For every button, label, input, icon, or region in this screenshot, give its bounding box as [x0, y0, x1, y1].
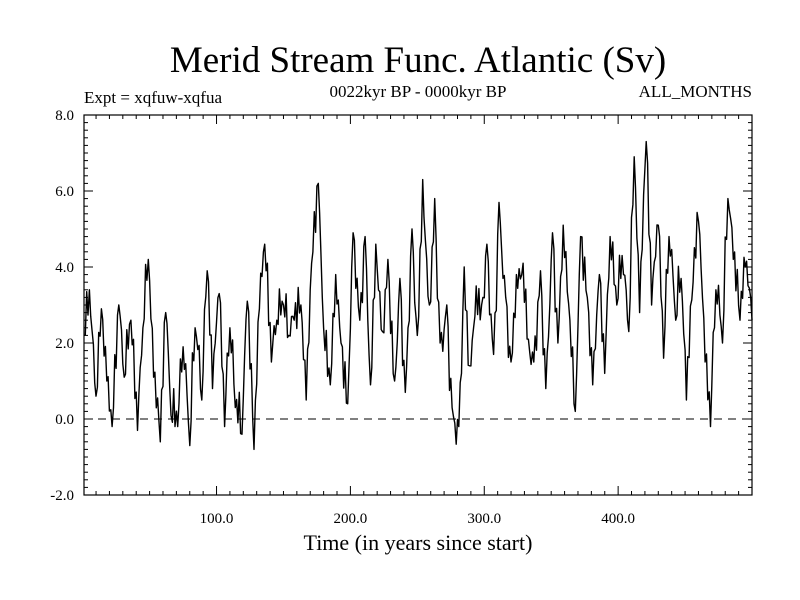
y-tick-label: 6.0: [55, 184, 74, 200]
y-tick-label: 2.0: [55, 336, 74, 352]
months-label: ALL_MONTHS: [639, 82, 752, 101]
x-tick-label: 200.0: [334, 511, 368, 527]
series-line-0: [83, 140, 753, 451]
y-tick-label: -2.0: [50, 488, 74, 504]
x-axis-label: Time (in years since start): [304, 530, 533, 555]
y-tick-label: 4.0: [55, 260, 74, 276]
experiment-label: Expt = xqfuw-xqfua: [84, 88, 222, 107]
tick-labels: 100.0 200.0 300.0 400.0 -2.0 0.0 2.0 4.0 6.0 8.0: [50, 108, 635, 527]
chart-title: Merid Stream Func. Atlantic (Sv): [170, 40, 666, 81]
x-tick-label: 100.0: [200, 511, 234, 527]
y-tick-label: 8.0: [55, 108, 74, 124]
plot-frame: [83, 114, 753, 496]
x-tick-label: 300.0: [467, 511, 501, 527]
x-tick-label: 400.0: [601, 511, 635, 527]
series-group: [83, 140, 753, 451]
y-tick-label: 0.0: [55, 412, 74, 428]
ticks-group: [84, 114, 752, 496]
time-period-label: 0022kyr BP - 0000kyr BP: [330, 82, 507, 101]
